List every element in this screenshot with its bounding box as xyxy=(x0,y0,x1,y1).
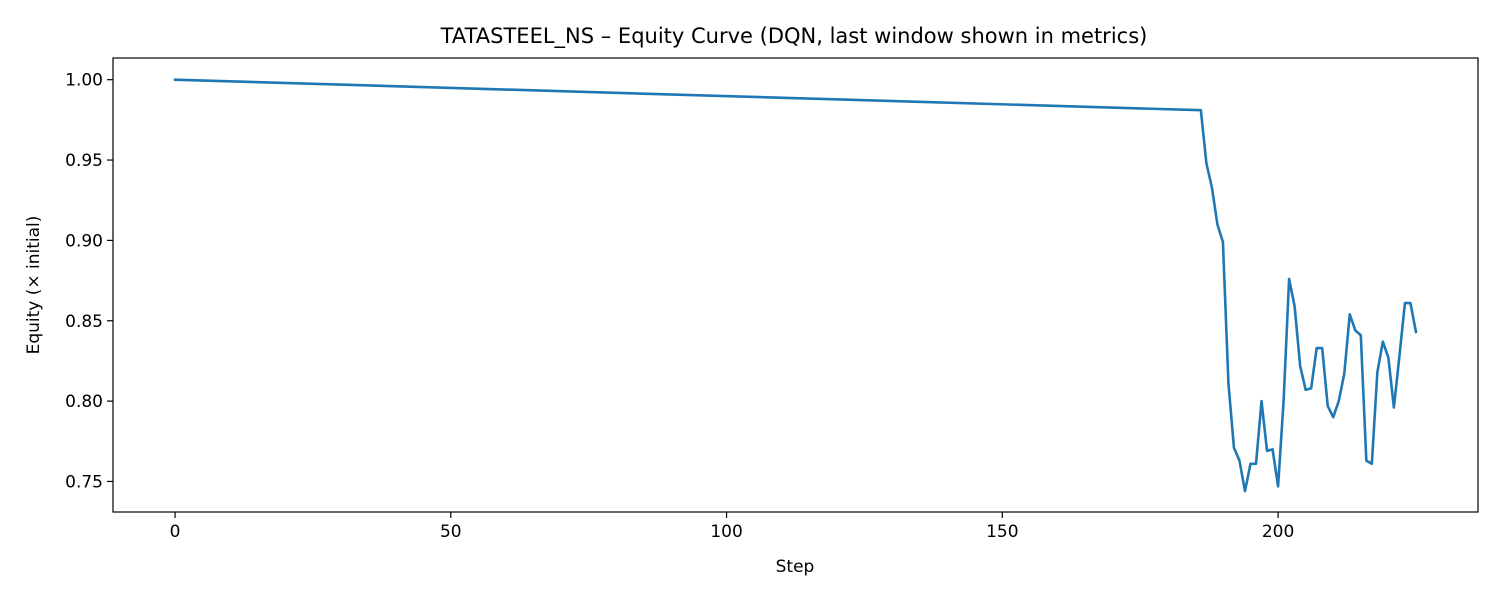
chart-title: TATASTEEL_NS – Equity Curve (DQN, last w… xyxy=(440,24,1148,49)
plot-area xyxy=(173,78,1418,493)
plot-frame xyxy=(112,57,1479,513)
x-tick-label: 200 xyxy=(1262,522,1294,542)
y-tick-label: 0.85 xyxy=(65,312,103,332)
x-tick-label: 100 xyxy=(710,522,742,542)
y-tick-label: 0.75 xyxy=(65,472,103,492)
y-axis-label: Equity (× initial) xyxy=(24,216,44,355)
x-tick-label: 50 xyxy=(440,522,462,542)
x-tick-label: 0 xyxy=(170,522,181,542)
y-tick-label: 0.90 xyxy=(65,231,103,251)
x-axis: 0 50 100 150 200 xyxy=(170,512,1294,542)
y-tick-label: 1.00 xyxy=(65,71,103,91)
x-tick-label: 150 xyxy=(986,522,1018,542)
equity-series-line xyxy=(173,78,1418,493)
x-axis-label: Step xyxy=(776,557,815,577)
y-tick-label: 0.95 xyxy=(65,151,103,171)
y-tick-label: 0.80 xyxy=(65,392,103,412)
y-axis: 0.75 0.80 0.85 0.90 0.95 1.00 xyxy=(65,71,113,492)
